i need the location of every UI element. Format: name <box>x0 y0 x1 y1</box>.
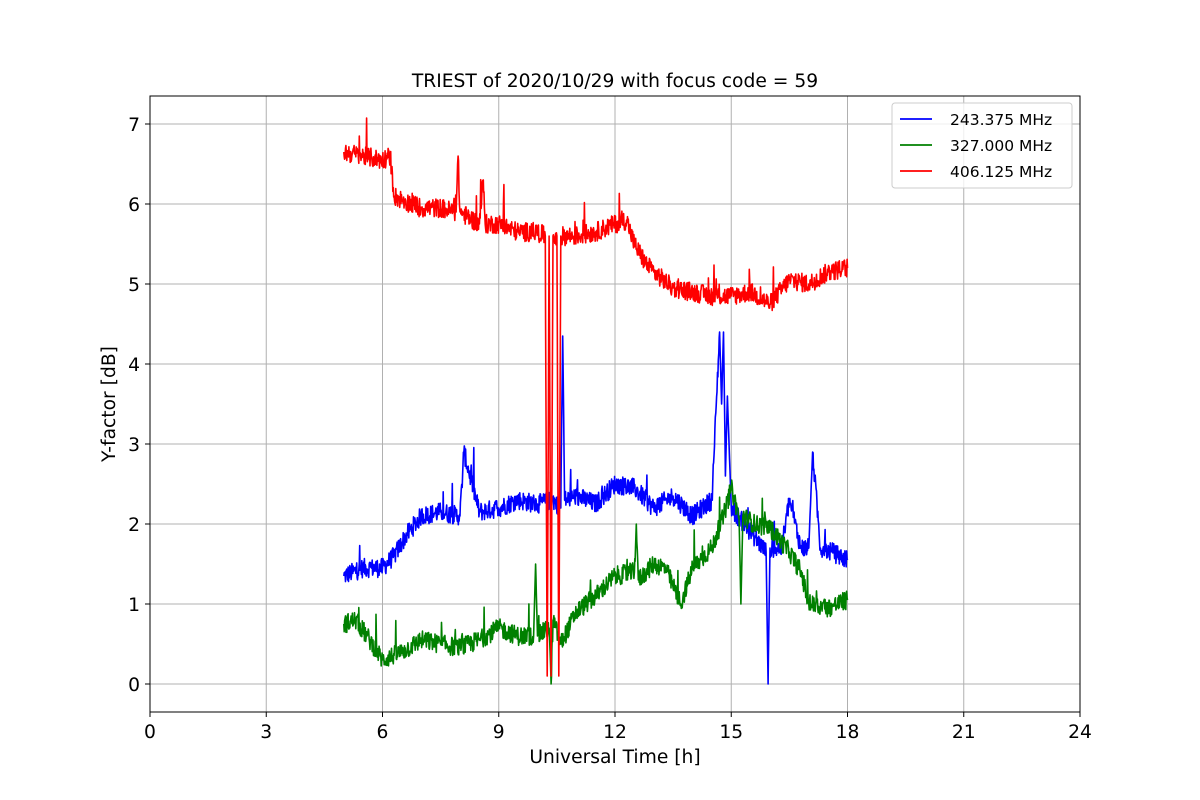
x-tick-label: 12 <box>603 722 627 743</box>
legend: 243.375 MHz 327.000 MHz 406.125 MHz <box>891 102 1073 189</box>
x-tick-label: 9 <box>493 722 505 743</box>
series-line-2 <box>343 117 849 677</box>
y-tick-label: 1 <box>128 595 140 616</box>
y-tick-label: 3 <box>128 435 140 456</box>
y-tick-label: 4 <box>128 355 140 376</box>
y-tick-label: 7 <box>128 115 140 136</box>
y-tick-label: 6 <box>128 195 140 216</box>
y-axis-label: Y-factor [dB] <box>99 346 120 463</box>
legend-label-1: 327.000 MHz <box>950 137 1052 155</box>
legend-label-2: 406.125 MHz <box>950 163 1052 181</box>
x-tick-label: 24 <box>1068 722 1092 743</box>
y-axis-ticks: 0 1 2 3 4 5 6 7 <box>128 115 150 696</box>
x-tick-label: 18 <box>836 722 860 743</box>
chart-title: TRIEST of 2020/10/29 with focus code = 5… <box>411 71 818 92</box>
legend-label-0: 243.375 MHz <box>950 111 1052 129</box>
y-tick-label: 5 <box>128 275 140 296</box>
series-group <box>343 117 849 685</box>
x-tick-label: 6 <box>377 722 389 743</box>
x-axis-label: Universal Time [h] <box>529 747 700 768</box>
series-line-1 <box>343 479 849 685</box>
x-tick-label: 3 <box>260 722 272 743</box>
legend-box <box>891 102 1073 189</box>
x-tick-label: 21 <box>952 722 976 743</box>
x-tick-label: 15 <box>719 722 743 743</box>
y-tick-label: 2 <box>128 515 140 536</box>
x-axis-ticks: 0 3 6 9 12 15 18 21 24 <box>144 712 1092 743</box>
series-line-0 <box>343 331 849 685</box>
x-tick-label: 0 <box>144 722 156 743</box>
y-tick-label: 0 <box>128 675 140 696</box>
